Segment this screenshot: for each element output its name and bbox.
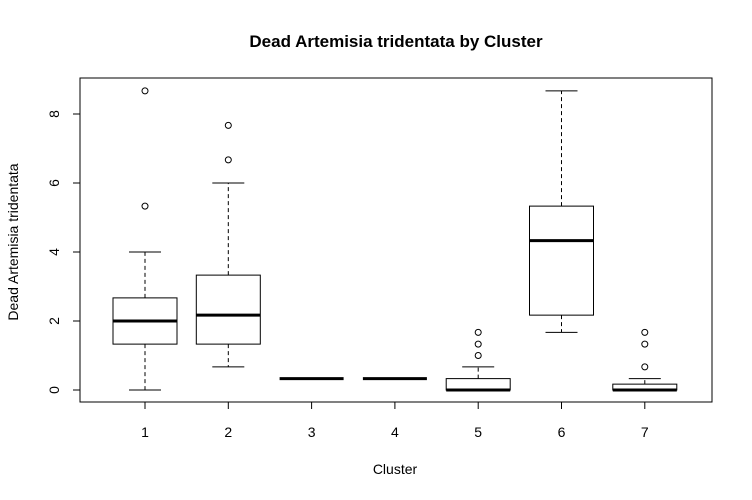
x-tick-label: 5 [474, 424, 482, 440]
x-tick-label: 7 [641, 424, 649, 440]
box-cluster-7 [612, 328, 678, 392]
box-cluster-6 [529, 90, 594, 333]
box-iqr [445, 378, 511, 391]
box-series [112, 87, 678, 392]
x-tick-label: 4 [391, 424, 399, 440]
box-cluster-5 [445, 328, 511, 392]
outlier-point [474, 340, 482, 348]
y-tick-label: 2 [46, 317, 62, 325]
y-tick-label: 4 [46, 248, 62, 256]
outlier-point [141, 87, 149, 95]
box-cluster-2 [195, 121, 261, 368]
x-tick-label: 2 [224, 424, 232, 440]
box-iqr [195, 274, 261, 345]
box-cluster-1 [112, 87, 178, 391]
chart-title: Dead Artemisia tridentata by Cluster [249, 32, 543, 51]
x-axis-label: Cluster [373, 461, 418, 477]
x-tick-label: 6 [558, 424, 566, 440]
outlier-point [641, 328, 649, 336]
y-tick-label: 0 [46, 386, 62, 394]
x-axis: 1 2 3 4 5 6 7 [141, 401, 649, 440]
x-tick-label: 1 [141, 424, 149, 440]
y-axis-label: Dead Artemisia tridentata [5, 163, 21, 320]
x-tick-label: 3 [308, 424, 316, 440]
y-tick-label: 8 [46, 110, 62, 118]
y-tick-label: 6 [46, 179, 62, 187]
outlier-point [641, 363, 649, 371]
outlier-point [224, 121, 232, 129]
box-iqr [529, 205, 594, 316]
outlier-point [474, 328, 482, 336]
plot-frame [79, 77, 713, 403]
y-axis: 0 2 4 6 8 [46, 110, 81, 394]
outlier-point [641, 340, 649, 348]
outlier-point [224, 156, 232, 164]
outlier-point [474, 352, 482, 359]
outlier-point [141, 202, 149, 210]
